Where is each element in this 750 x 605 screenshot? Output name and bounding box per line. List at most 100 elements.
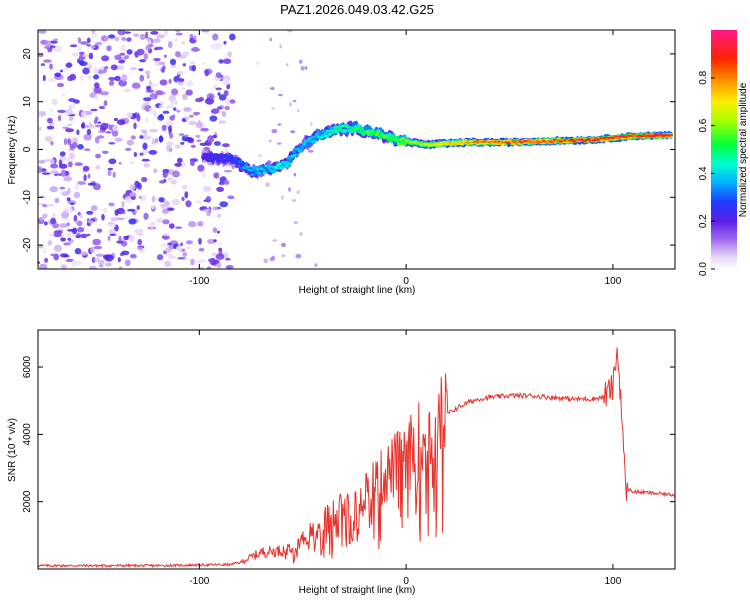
spectrogram-noise-blob xyxy=(159,79,168,86)
spectrogram-noise-blob xyxy=(201,62,206,65)
spectrogram-noise-blob xyxy=(66,197,71,202)
spectrogram-ridge-cell xyxy=(305,139,310,142)
spectrogram-noise-blob xyxy=(73,99,80,104)
spectrogram-noise-blob xyxy=(97,130,104,134)
spectrogram-y-label: Frequency (Hz) xyxy=(7,116,18,185)
spectrogram-noise-blob xyxy=(49,108,54,113)
spectrogram-noise-blob xyxy=(99,66,105,70)
spectrogram-ridge-cell xyxy=(301,142,307,146)
spectrogram-noise-blob xyxy=(68,105,72,112)
spectrogram-noise-blob xyxy=(216,186,225,192)
spectrogram-noise-blob xyxy=(171,114,176,118)
spectrogram-ridge-cell xyxy=(365,130,370,133)
spectrogram-noise-blob xyxy=(162,110,170,114)
spectrogram-noise-blob xyxy=(225,257,231,261)
spectrogram-noise-blob xyxy=(156,254,164,261)
spectrogram-noise-blob xyxy=(128,218,137,225)
spectrogram-noise-blob xyxy=(164,30,168,36)
spectrogram-noise-blob xyxy=(131,82,141,89)
spectrogram-noise-blob xyxy=(83,133,92,141)
spectrogram-noise-blob xyxy=(137,238,142,246)
spectrogram-noise-blob xyxy=(298,59,303,64)
spectrogram-ridge-cell xyxy=(348,129,353,133)
spectrogram-noise-blob xyxy=(133,122,137,130)
spectrogram-noise-blob xyxy=(163,54,167,58)
spectrogram-noise-blob xyxy=(167,253,174,260)
spectrogram-noise-blob xyxy=(224,105,230,111)
spectrogram-noise-blob xyxy=(41,172,51,175)
spectrogram-noise-blob xyxy=(90,33,98,39)
spectrogram-noise-blob xyxy=(117,30,126,36)
spectrogram-noise-blob xyxy=(88,122,93,128)
spectrogram-noise-blob xyxy=(153,110,157,118)
spectrogram-noise-blob xyxy=(263,258,269,264)
spectrogram-noise-blob xyxy=(83,174,87,182)
spectrogram-noise-blob xyxy=(161,124,167,132)
spectrogram-noise-blob xyxy=(201,30,210,33)
spectrogram-noise-blob xyxy=(44,159,53,162)
spectrogram-noise-blob xyxy=(223,56,227,60)
spectrogram-noise-blob xyxy=(158,61,166,66)
spectrogram-noise-blob xyxy=(215,253,225,260)
spectrogram-noise-blob xyxy=(129,254,137,259)
spectrogram-noise-blob xyxy=(57,173,62,177)
spectrogram-noise-blob xyxy=(46,125,55,130)
spectrogram-noise-blob xyxy=(207,238,216,245)
spectrogram-noise-blob xyxy=(166,141,174,147)
spectrogram-noise-blob xyxy=(141,158,150,162)
spectrogram-noise-blob xyxy=(121,250,130,256)
spectrogram-noise-blob xyxy=(277,142,282,145)
spectrogram-noise-blob xyxy=(295,253,302,259)
spectrogram-noise-blob xyxy=(49,170,59,175)
spectrogram-ridge-cell xyxy=(210,159,215,163)
spectrogram-noise-blob xyxy=(299,232,303,236)
spectrogram-noise-blob xyxy=(81,123,85,129)
spectrogram-noise-blob xyxy=(217,242,222,247)
spectrogram-noise-blob xyxy=(181,87,186,90)
spectrogram-ridge-cell xyxy=(387,132,392,137)
spectrogram-noise-blob xyxy=(108,142,116,145)
spectrogram-y-tick-label: -10 xyxy=(22,190,33,205)
spectrogram-noise-blob xyxy=(166,208,175,211)
spectrogram-noise-blob xyxy=(171,198,181,206)
spectrogram-ridge-cell xyxy=(299,145,305,148)
spectrogram-noise-blob xyxy=(144,70,151,75)
spectrogram-noise-blob xyxy=(169,133,174,139)
spectrogram-noise-blob xyxy=(127,208,136,212)
spectrogram-noise-blob xyxy=(90,45,96,49)
spectrogram-noise-blob xyxy=(46,40,52,48)
spectrogram-noise-blob xyxy=(158,180,166,184)
spectrogram-ridge-cell xyxy=(221,160,227,164)
spectrogram-noise-blob xyxy=(76,129,80,136)
spectrogram-noise-blob xyxy=(59,223,68,228)
spectrogram-noise-blob xyxy=(73,260,82,266)
spectrogram-noise-blob xyxy=(152,38,161,43)
spectrogram-noise-blob xyxy=(38,245,44,249)
spectrogram-noise-blob xyxy=(79,251,88,256)
spectrogram-noise-blob xyxy=(77,37,82,44)
spectrogram-noise-blob xyxy=(62,94,66,97)
spectrogram-noise-blob xyxy=(68,152,75,160)
spectrogram-ridge-cell xyxy=(262,171,268,175)
spectrogram-noise-blob xyxy=(212,134,217,139)
spectrogram-noise-blob xyxy=(143,163,150,168)
spectrogram-noise-blob xyxy=(150,31,159,35)
spectrogram-ridge-cell xyxy=(335,129,340,132)
spectrogram-noise-blob xyxy=(153,168,158,173)
spectrogram-noise-blob xyxy=(307,149,314,153)
spectrogram-noise-blob xyxy=(115,65,125,70)
spectrogram-noise-blob xyxy=(204,69,209,77)
spectrogram-ridge-cell xyxy=(234,165,240,168)
spectrogram-ridge-cell xyxy=(366,125,372,132)
spectrogram-ridge-cell xyxy=(296,147,301,151)
spectrogram-ridge-cell xyxy=(659,133,664,136)
spectrogram-noise-blob xyxy=(222,78,229,86)
spectrogram-noise-blob xyxy=(291,199,297,202)
spectrogram-noise-blob xyxy=(87,219,93,224)
spectrogram-ridge-cell xyxy=(216,158,221,163)
spectrogram-noise-blob xyxy=(61,211,70,219)
spectrogram-noise-blob xyxy=(281,242,286,248)
spectrogram-noise-blob xyxy=(53,232,62,238)
spectrogram-noise-blob xyxy=(86,37,91,44)
spectrogram-ridge-cell xyxy=(324,134,329,138)
